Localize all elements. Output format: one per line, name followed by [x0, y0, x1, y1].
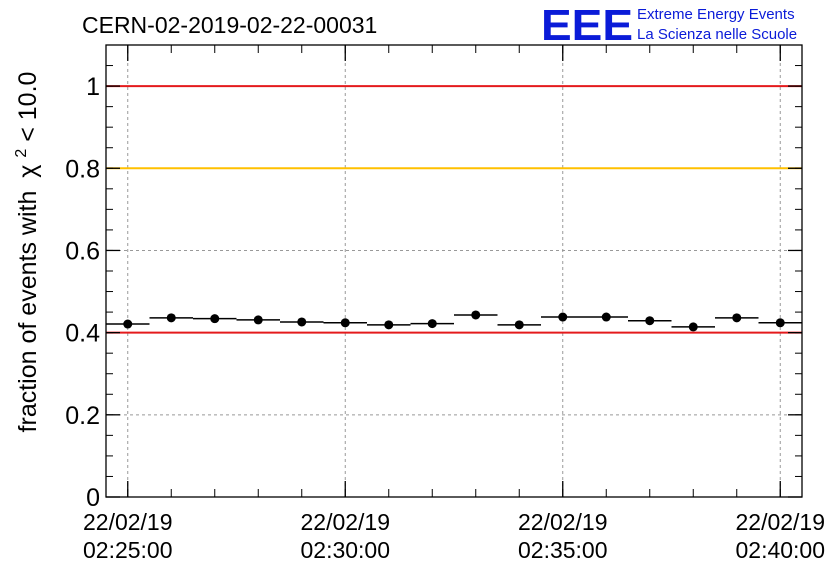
data-point [601, 312, 611, 322]
x-tick-labels: 22/02/1902:25:0022/02/1902:30:0022/02/19… [83, 509, 825, 563]
data-point [688, 322, 698, 332]
eee-logo: EEE Extreme Energy Events La Scienza nel… [541, 1, 797, 50]
x-tick-label-time: 02:35:00 [518, 537, 608, 563]
data-point [297, 317, 307, 327]
y-tick-label: 0.8 [65, 155, 100, 183]
logo-line1: Extreme Energy Events [637, 6, 795, 23]
data-point [253, 315, 263, 325]
logo-line2: La Scienza nelle Scuole [637, 26, 797, 43]
y-axis-label-prefix: fraction of events with [14, 191, 42, 433]
y-tick-label: 0.6 [65, 237, 100, 265]
data-point [775, 318, 785, 328]
y-axis-label-sup: 2 [13, 149, 30, 158]
data-point [340, 318, 350, 328]
axis-ticks [106, 44, 802, 498]
data-point [384, 320, 394, 330]
data-point [732, 313, 742, 323]
data-point [123, 319, 133, 329]
y-axis-label-chi: χ [14, 165, 42, 178]
x-tick-label-time: 02:30:00 [300, 537, 390, 563]
y-tick-label: 0.4 [65, 320, 100, 348]
reference-lines [106, 85, 802, 334]
x-tick-label-date: 22/02/19 [518, 509, 608, 535]
grid-lines [106, 45, 802, 497]
chart-title: CERN-02-2019-02-22-00031 [82, 12, 377, 38]
x-tick-label-time: 02:40:00 [735, 537, 825, 563]
y-tick-label: 1 [86, 73, 100, 101]
data-point [166, 313, 176, 323]
data-point [514, 320, 524, 330]
x-tick-label-date: 22/02/19 [300, 509, 390, 535]
x-tick-label-date: 22/02/19 [83, 509, 173, 535]
y-tick-label: 0 [86, 484, 100, 512]
data-points [106, 310, 802, 332]
data-point [471, 310, 481, 320]
x-tick-label-date: 22/02/19 [735, 509, 825, 535]
logo-letters: EEE [541, 1, 633, 50]
plot-frame [105, 44, 803, 498]
data-point [210, 314, 220, 324]
data-point [427, 319, 437, 329]
data-point [645, 316, 655, 326]
data-point [558, 312, 568, 322]
y-axis-label-suffix: < 10.0 [14, 72, 42, 142]
x-tick-label-time: 02:25:00 [83, 537, 173, 563]
y-tick-label: 0.2 [65, 402, 100, 430]
y-axis-label: fraction of events with χ 2 < 10.0 [4, 72, 42, 433]
y-tick-labels: 0 0.2 0.4 0.6 0.8 1 [65, 73, 100, 512]
